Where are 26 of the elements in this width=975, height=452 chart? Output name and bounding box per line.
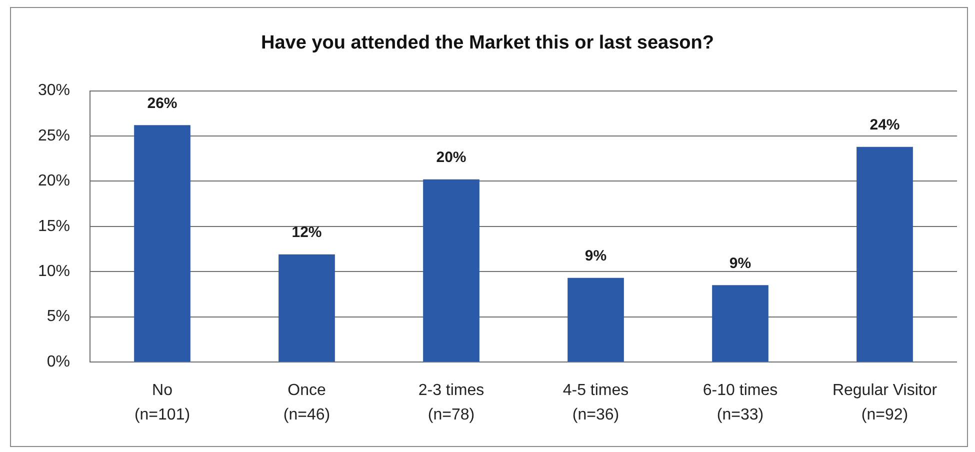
- bar: [856, 146, 913, 362]
- data-label: 26%: [147, 94, 178, 112]
- y-tick-label: 20%: [38, 172, 70, 190]
- data-label: 9%: [584, 248, 607, 265]
- bar: [278, 254, 335, 362]
- chart-title: Have you attended the Market this or last season?: [261, 32, 714, 54]
- bar: [568, 278, 624, 362]
- y-tick-label: 10%: [38, 263, 70, 280]
- bar: [423, 179, 480, 362]
- data-label: 20%: [436, 149, 466, 166]
- y-tick-label: 30%: [38, 82, 70, 100]
- x-tick-label: No (n=101): [134, 382, 190, 424]
- y-tick-label: 15%: [38, 218, 70, 235]
- y-tick-label: 0%: [46, 353, 70, 370]
- bar: [712, 285, 768, 362]
- x-tick-label: 6-10 times (n=33): [702, 382, 778, 424]
- bar: [134, 125, 190, 362]
- y-tick-label: 5%: [46, 308, 70, 326]
- y-tick-label: 25%: [38, 127, 70, 144]
- data-label: 12%: [292, 224, 322, 242]
- data-label: 24%: [870, 116, 900, 134]
- x-tick-label: 2-3 times (n=78): [418, 382, 484, 424]
- x-tick-label: Regular Visitor (n=92): [832, 382, 938, 424]
- x-tick-label: 4-5 times (n=36): [562, 382, 629, 424]
- x-tick-label: Once (n=46): [283, 382, 330, 424]
- data-label: 9%: [729, 254, 752, 272]
